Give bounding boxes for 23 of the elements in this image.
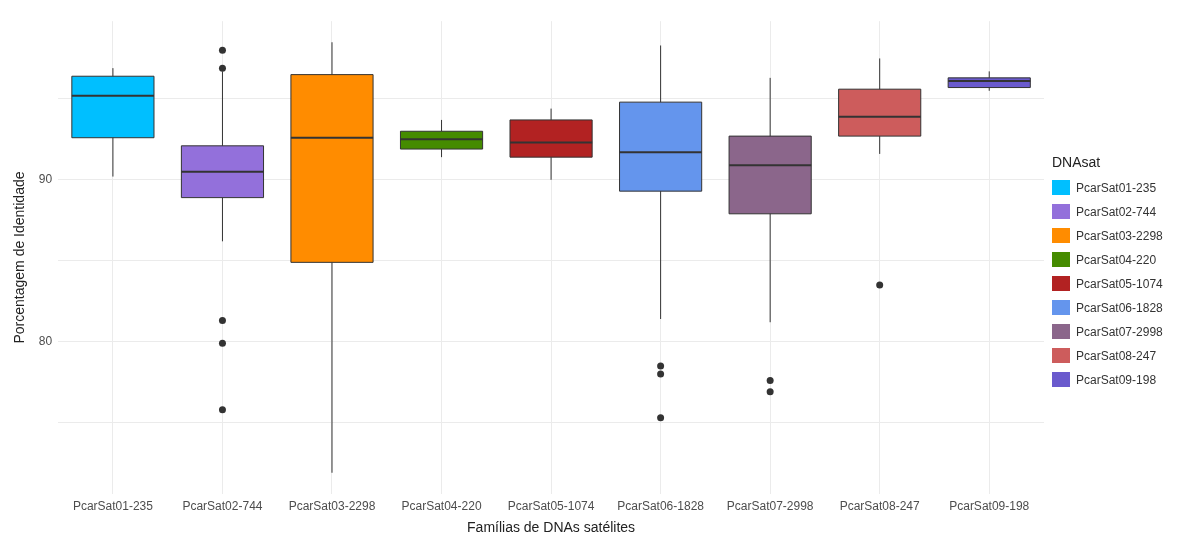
legend-label: PcarSat06-1828 (1076, 300, 1163, 315)
y-tick-label: 90 (38, 172, 53, 187)
x-tick-label: PcarSat05-1074 (507, 499, 595, 514)
x-axis-title: Famílias de DNAs satélites (467, 519, 636, 536)
y-axis-title: Porcentagem de Identidade (11, 171, 28, 344)
legend-label: PcarSat08-247 (1076, 348, 1157, 363)
legend-label: PcarSat04-220 (1076, 252, 1157, 267)
y-tick-label: 80 (38, 333, 53, 348)
legend-label: PcarSat05-1074 (1076, 276, 1163, 291)
legend-label: PcarSat03-2298 (1076, 228, 1163, 243)
legend-label: PcarSat09-198 (1076, 372, 1157, 387)
x-tick-label: PcarSat01-235 (72, 499, 154, 514)
x-tick-label: PcarSat03-2298 (288, 499, 376, 514)
x-tick-label: PcarSat06-1828 (617, 499, 705, 514)
legend-title: DNAsat (1052, 153, 1102, 170)
legend-label: PcarSat07-2998 (1076, 324, 1163, 339)
x-tick-label: PcarSat02-744 (182, 499, 263, 514)
legend-label: PcarSat02-744 (1076, 204, 1157, 219)
legend-label: PcarSat01-235 (1076, 180, 1157, 195)
x-tick-label: PcarSat07-2998 (726, 499, 814, 514)
x-tick-label: PcarSat09-198 (949, 499, 1030, 514)
x-tick-label: PcarSat08-247 (839, 499, 921, 514)
x-tick-label: PcarSat04-220 (401, 499, 482, 514)
